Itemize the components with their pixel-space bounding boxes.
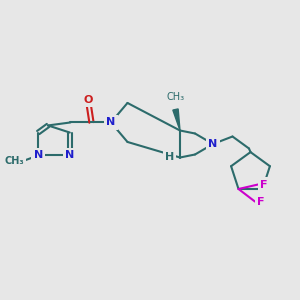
Text: N: N [106,118,116,128]
Text: N: N [208,139,217,149]
Text: CH₃: CH₃ [167,92,184,102]
Text: N: N [65,151,74,160]
Text: H: H [165,152,174,163]
Text: O: O [84,95,93,105]
Text: F: F [257,196,264,207]
Text: CH₃: CH₃ [4,157,24,166]
Polygon shape [173,109,180,130]
Text: N: N [34,151,43,160]
Text: F: F [260,179,267,190]
